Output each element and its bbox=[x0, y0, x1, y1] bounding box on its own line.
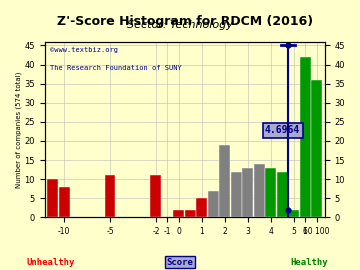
Bar bbox=[265, 168, 276, 217]
Bar bbox=[219, 145, 230, 217]
Bar bbox=[47, 179, 58, 217]
Text: Unhealthy: Unhealthy bbox=[26, 258, 75, 266]
Bar bbox=[185, 210, 196, 217]
Bar bbox=[208, 191, 219, 217]
Text: ©www.textbiz.org: ©www.textbiz.org bbox=[50, 47, 118, 53]
Text: Score: Score bbox=[167, 258, 193, 266]
Text: Healthy: Healthy bbox=[291, 258, 328, 266]
Bar bbox=[277, 171, 288, 217]
Bar bbox=[174, 210, 184, 217]
Text: 4.6964: 4.6964 bbox=[265, 125, 300, 135]
Bar bbox=[105, 175, 116, 217]
Bar bbox=[254, 164, 265, 217]
Bar bbox=[197, 198, 207, 217]
Bar bbox=[242, 168, 253, 217]
Bar bbox=[288, 210, 299, 217]
Bar bbox=[150, 175, 161, 217]
Text: The Research Foundation of SUNY: The Research Foundation of SUNY bbox=[50, 65, 182, 70]
Text: Sector: Technology: Sector: Technology bbox=[127, 20, 233, 30]
Y-axis label: Number of companies (574 total): Number of companies (574 total) bbox=[15, 71, 22, 188]
Bar bbox=[59, 187, 69, 217]
Bar bbox=[300, 57, 311, 217]
Bar bbox=[231, 171, 242, 217]
Bar bbox=[311, 80, 322, 217]
Title: Z'-Score Histogram for RDCM (2016): Z'-Score Histogram for RDCM (2016) bbox=[57, 15, 313, 28]
